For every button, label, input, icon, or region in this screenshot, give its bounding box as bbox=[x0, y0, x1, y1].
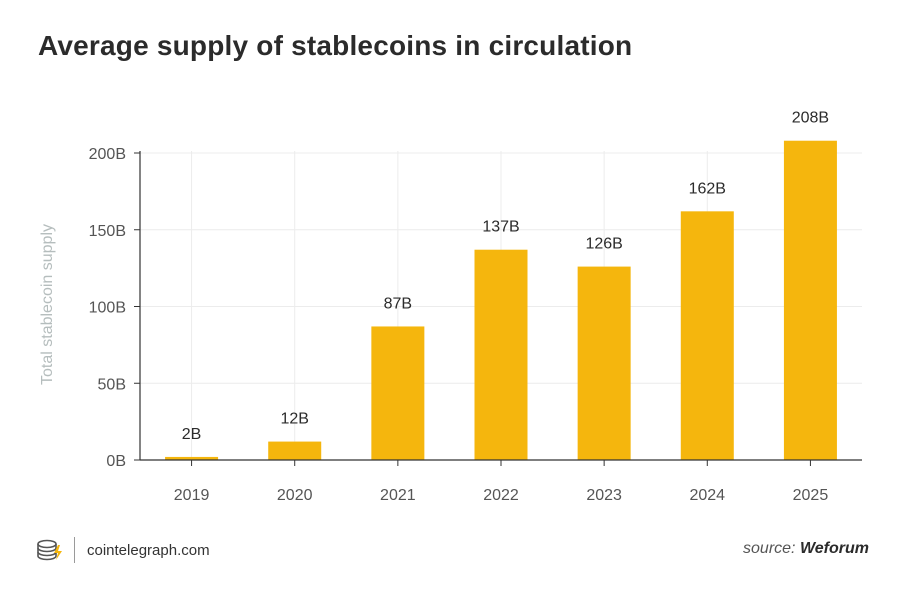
y-tick-label: 200B bbox=[89, 146, 126, 163]
bar bbox=[474, 249, 528, 460]
bar-data-label: 162B bbox=[689, 180, 726, 197]
chart-title: Average supply of stablecoins in circula… bbox=[38, 30, 633, 61]
x-tick-label: 2020 bbox=[277, 487, 313, 504]
bar-data-label: 208B bbox=[792, 110, 829, 127]
bar-data-label: 2B bbox=[182, 426, 202, 443]
x-tick-label: 2022 bbox=[483, 487, 519, 504]
x-tick-label: 2025 bbox=[793, 487, 829, 504]
bar-data-label: 12B bbox=[280, 411, 308, 428]
source-credit: source: Weforum bbox=[743, 540, 869, 558]
y-tick-label: 100B bbox=[89, 300, 126, 317]
bar-data-label: 137B bbox=[482, 219, 519, 236]
bar bbox=[577, 266, 631, 460]
source-prefix: source: bbox=[743, 540, 796, 557]
bar-data-label: 87B bbox=[384, 295, 412, 312]
coin-stack-lightning-icon bbox=[37, 539, 62, 561]
x-tick-label: 2021 bbox=[380, 487, 416, 504]
footer: cointelegraph.com source: Weforum bbox=[0, 528, 907, 568]
x-tick-label: 2019 bbox=[174, 487, 210, 504]
y-tick-label: 0B bbox=[106, 453, 126, 470]
bar-data-label: 126B bbox=[585, 236, 622, 253]
bar bbox=[268, 441, 322, 460]
x-tick-label: 2024 bbox=[689, 487, 725, 504]
y-axis-label: Total stablecoin supply bbox=[39, 224, 56, 385]
y-tick-label: 150B bbox=[89, 223, 126, 240]
bar bbox=[783, 140, 837, 460]
bar-chart: 0B 50B 100B 150B 200B 2B 2019 12B 2020 87B 2021 137… bbox=[39, 110, 862, 504]
bar bbox=[165, 456, 219, 460]
brand-divider bbox=[74, 537, 75, 563]
bar bbox=[680, 211, 734, 460]
bar bbox=[371, 326, 425, 460]
y-tick-label: 50B bbox=[98, 376, 126, 393]
source-name: Weforum bbox=[799, 540, 869, 557]
brand-link[interactable]: cointelegraph.com bbox=[87, 541, 210, 559]
x-tick-label: 2023 bbox=[586, 487, 622, 504]
brand[interactable]: cointelegraph.com bbox=[36, 536, 210, 564]
